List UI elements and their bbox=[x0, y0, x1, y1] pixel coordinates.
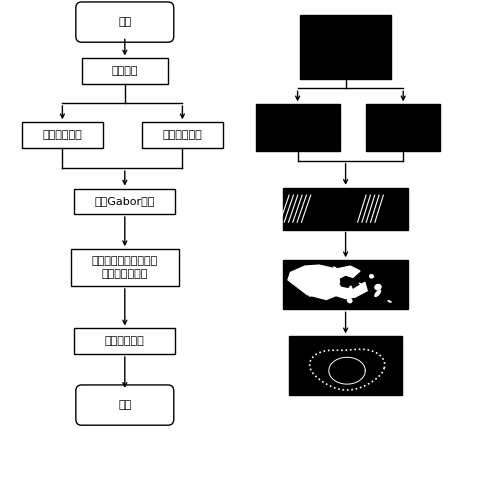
Ellipse shape bbox=[347, 298, 353, 303]
Ellipse shape bbox=[309, 293, 314, 297]
Bar bbox=[74, 189, 175, 214]
Bar bbox=[22, 122, 103, 148]
Text: 输入图像: 输入图像 bbox=[111, 66, 138, 76]
FancyBboxPatch shape bbox=[76, 385, 174, 425]
Bar bbox=[74, 328, 175, 354]
Ellipse shape bbox=[334, 275, 340, 284]
Bar bbox=[289, 336, 402, 395]
Polygon shape bbox=[288, 265, 367, 300]
Ellipse shape bbox=[295, 270, 301, 273]
Bar bbox=[283, 188, 408, 230]
Bar bbox=[300, 15, 391, 79]
Bar bbox=[82, 58, 168, 84]
Bar bbox=[283, 260, 408, 309]
FancyBboxPatch shape bbox=[76, 2, 174, 42]
Ellipse shape bbox=[374, 289, 381, 297]
Ellipse shape bbox=[317, 278, 321, 282]
Text: 实现Gabor变换: 实现Gabor变换 bbox=[95, 196, 155, 206]
Text: 构建基于广义线性模型
的能量泛函模型: 构建基于广义线性模型 的能量泛函模型 bbox=[92, 256, 158, 279]
Ellipse shape bbox=[333, 267, 338, 271]
Text: 得到测试部分: 得到测试部分 bbox=[163, 130, 202, 140]
Bar bbox=[255, 105, 340, 151]
Text: 结束: 结束 bbox=[118, 400, 132, 410]
Bar bbox=[71, 249, 179, 286]
Ellipse shape bbox=[350, 288, 353, 296]
Text: 得到训练部分: 得到训练部分 bbox=[43, 130, 82, 140]
Ellipse shape bbox=[387, 300, 392, 303]
Bar bbox=[366, 105, 441, 151]
Ellipse shape bbox=[348, 286, 352, 293]
Ellipse shape bbox=[315, 290, 319, 294]
Ellipse shape bbox=[369, 274, 374, 278]
Ellipse shape bbox=[359, 283, 366, 288]
Bar bbox=[142, 122, 223, 148]
Text: 开始: 开始 bbox=[118, 17, 132, 27]
Ellipse shape bbox=[374, 284, 382, 290]
Text: 得到分割结果: 得到分割结果 bbox=[105, 336, 144, 346]
Ellipse shape bbox=[315, 280, 321, 286]
